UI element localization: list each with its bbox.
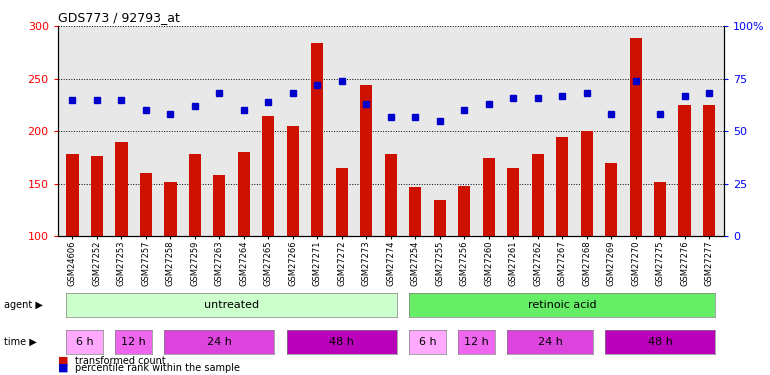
Bar	[581, 131, 593, 236]
Text: GDS773 / 92793_at: GDS773 / 92793_at	[58, 11, 179, 24]
Bar	[311, 43, 323, 236]
Bar	[458, 186, 470, 236]
Bar	[678, 105, 691, 236]
Bar	[116, 142, 128, 236]
Bar	[605, 163, 618, 236]
Bar	[263, 116, 274, 236]
Text: percentile rank within the sample: percentile rank within the sample	[75, 363, 239, 373]
Text: agent ▶: agent ▶	[4, 300, 42, 310]
Bar	[164, 182, 176, 236]
Bar	[189, 154, 201, 236]
Bar	[140, 173, 152, 236]
Bar	[66, 154, 79, 236]
Bar	[336, 168, 348, 236]
Bar	[91, 156, 103, 236]
Bar	[483, 158, 495, 236]
Bar	[556, 136, 568, 236]
Bar	[630, 38, 641, 236]
Text: transformed count: transformed count	[75, 356, 166, 366]
Bar	[360, 85, 373, 236]
Bar	[507, 168, 519, 236]
Bar	[286, 126, 299, 236]
Text: 48 h: 48 h	[648, 337, 672, 347]
Text: 12 h: 12 h	[122, 337, 146, 347]
Bar	[703, 105, 715, 236]
Bar	[213, 176, 226, 236]
Text: 24 h: 24 h	[537, 337, 562, 347]
Bar	[385, 154, 397, 236]
Text: untreated: untreated	[204, 300, 259, 310]
Text: 24 h: 24 h	[207, 337, 232, 347]
Bar	[238, 152, 250, 236]
Text: 6 h: 6 h	[76, 337, 93, 347]
Text: ■: ■	[58, 356, 69, 366]
Text: 6 h: 6 h	[419, 337, 437, 347]
Bar	[409, 187, 421, 236]
Bar	[531, 154, 544, 236]
Text: time ▶: time ▶	[4, 337, 37, 347]
Text: 12 h: 12 h	[464, 337, 489, 347]
Bar	[654, 182, 666, 236]
Text: retinoic acid: retinoic acid	[528, 300, 597, 310]
Text: 48 h: 48 h	[330, 337, 354, 347]
Text: ■: ■	[58, 363, 69, 373]
Bar	[434, 200, 446, 236]
